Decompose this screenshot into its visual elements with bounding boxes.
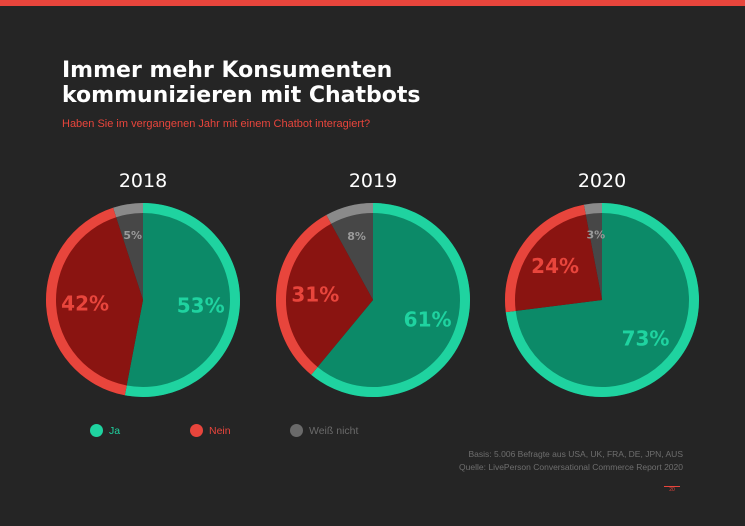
pie-slice-weiss-nicht-2019 [326,203,373,300]
pie-ring-weiss-nicht-2020 [583,203,603,215]
chart-title-2019: 2019 [349,170,397,192]
top-accent-bar [0,0,745,6]
data-label-nein-2020: 24% [531,254,579,278]
footnote-source: Quelle: LivePerson Conversational Commer… [459,462,683,472]
data-label-nein-2018: 42% [61,292,109,316]
pie-ring-nein-2019 [276,215,332,375]
pie-slice-nein-2019 [276,215,373,375]
chart-title-2020: 2020 [578,170,626,192]
page-subtitle: Haben Sie im vergangenen Jahr mit einem … [62,118,371,130]
data-label-weiss-nicht-2018: 5% [123,229,142,242]
pie-ring-ja-2019 [311,203,470,397]
pie-ring-weiss-nicht-2019 [326,203,374,224]
pie-ring-ja-2020 [505,203,699,397]
pie-ring-ja-2018 [124,203,240,397]
pie-ring-nein-2018 [46,207,127,396]
legend-swatch-ja [90,424,103,437]
page-number-line [664,486,680,487]
pie-slice-nein-2020 [504,204,602,313]
data-label-ja-2019: 61% [404,308,452,332]
data-label-ja-2018: 53% [177,294,225,318]
legend-label-nein: Nein [209,424,231,437]
footnote-basis: Basis: 5.006 Befragte aus USA, UK, FRA, … [468,449,683,459]
pie-slice-ja-2018 [124,203,241,397]
legend-item-weiss-nicht: Weiß nicht [290,424,358,437]
pie-ring-weiss-nicht-2018 [113,203,144,218]
chart-title-2018: 2018 [119,170,167,192]
footnote: Basis: 5.006 Befragte aus USA, UK, FRA, … [459,448,683,474]
legend-label-ja: Ja [109,424,121,437]
legend-item-ja: Ja [90,424,120,437]
pie-ring-nein-2020 [505,204,586,313]
pie-slice-ja-2020 [505,203,699,397]
legend-swatch-weiss-nicht [290,424,303,437]
pie-slice-ja-2019 [311,203,470,397]
pie-slice-weiss-nicht-2018 [113,203,143,300]
legend-label-weiss-nicht: Weiß nicht [309,424,359,437]
legend-item-nein: Nein [190,424,231,437]
data-label-weiss-nicht-2019: 8% [347,230,366,243]
data-label-nein-2019: 31% [291,283,339,307]
page-number: 20 [669,487,675,493]
legend-swatch-nein [190,424,203,437]
data-label-ja-2020: 73% [622,326,670,350]
page-title: Immer mehr Konsumenten kommunizieren mit… [62,58,421,108]
data-label-weiss-nicht-2020: 3% [586,228,605,241]
pie-slice-weiss-nicht-2020 [583,203,602,300]
